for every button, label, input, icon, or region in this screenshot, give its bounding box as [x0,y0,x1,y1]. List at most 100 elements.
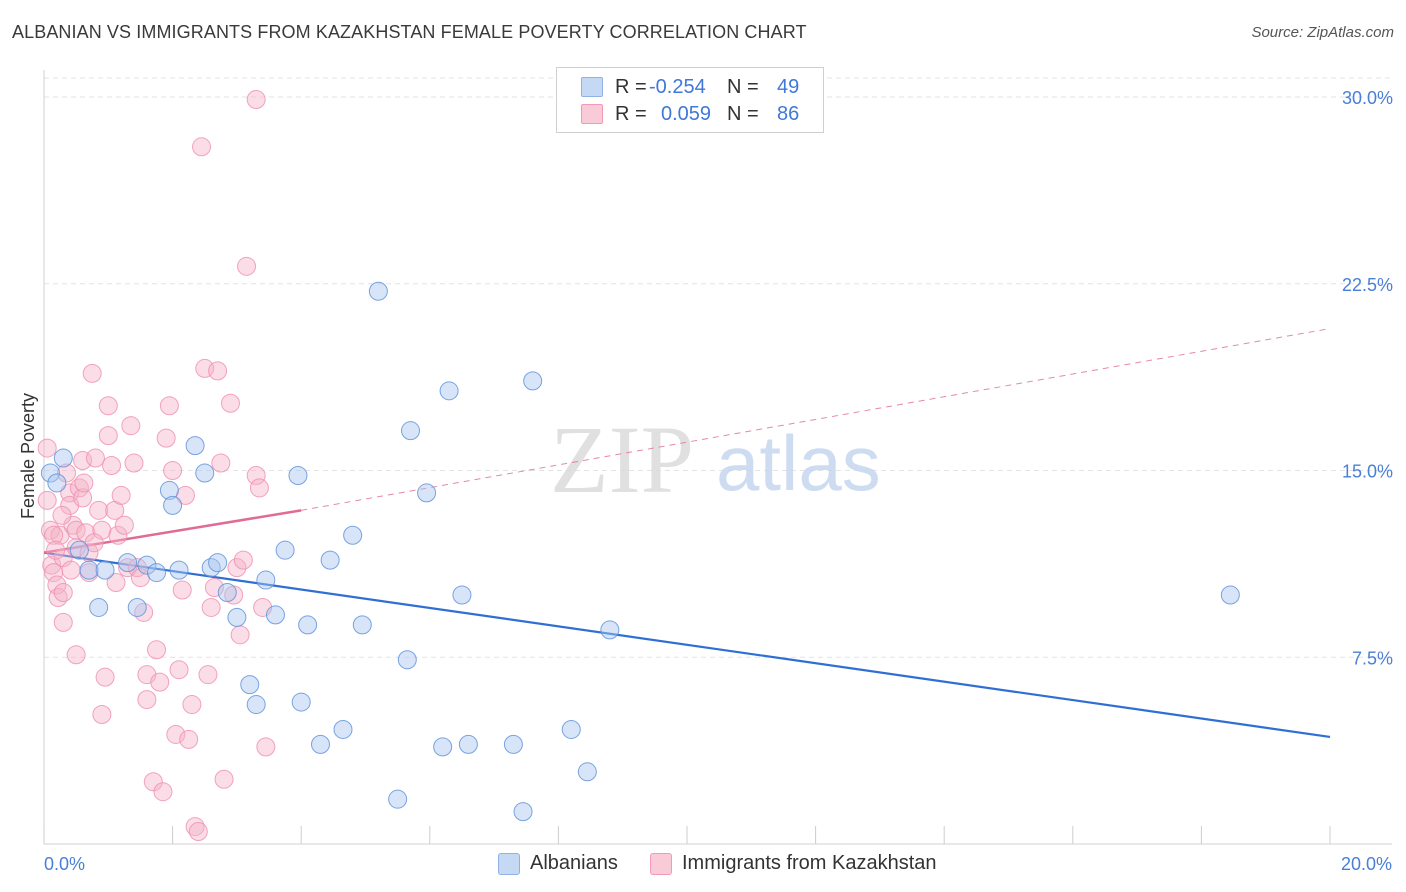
point-kazakhstan [182,695,202,715]
point-kazakhstan [114,515,134,535]
point-kazakhstan [46,540,66,560]
legend-swatch-albanians [581,77,603,97]
point-albanians [227,607,247,627]
point-albanians [95,560,115,580]
point-albanians [291,692,311,712]
legend-swatch-kazakhstan [581,104,603,124]
point-kazakhstan [37,438,57,458]
point-kazakhstan [169,660,189,680]
point-albanians [89,597,109,617]
point-kazakhstan [153,782,173,802]
legend-r-value: -0.254 [649,75,706,98]
point-albanians [513,802,533,822]
point-kazakhstan [179,729,199,749]
point-albanians [185,436,205,456]
point-kazakhstan [98,396,118,416]
chart-title: ALBANIAN VS IMMIGRANTS FROM KAZAKHSTAN F… [12,22,807,42]
point-albanians [288,465,308,485]
point-albanians [397,650,417,670]
point-albanians [217,583,237,603]
point-albanians [159,480,179,500]
series-swatch-albanians [498,852,520,875]
y-tick-label: 7.5% [1352,648,1393,668]
point-kazakhstan [230,625,250,645]
point-albanians [53,448,73,468]
point-kazakhstan [95,667,115,687]
point-kazakhstan [227,558,247,578]
point-albanians [1220,585,1240,605]
legend-r-label: R = [615,102,647,125]
legend-n-label: N = [727,102,759,125]
point-kazakhstan [92,705,112,725]
point-kazakhstan [256,737,276,757]
series-swatch-kazakhstan [650,852,672,875]
x-tick-label: 0.0% [44,854,85,874]
point-kazakhstan [204,578,224,598]
point-kazakhstan [172,580,192,600]
point-kazakhstan [214,769,234,789]
point-kazakhstan [137,690,157,710]
point-albanians [577,762,597,782]
point-kazakhstan [211,453,231,473]
watermark-zip: ZIP [550,406,694,513]
point-albanians [163,495,183,515]
legend-row-kazakhstan: R = 0.059 N = 86 [581,102,799,126]
legend-r-label: R = [615,75,647,98]
point-kazakhstan [74,473,94,493]
trend-line-dashed-1 [301,328,1331,511]
point-albanians [401,421,421,441]
legend-r-value: 0.059 [661,102,712,125]
point-kazakhstan [89,500,109,520]
point-albanians [201,558,221,578]
point-albanians [343,525,363,545]
series-label-kazakhstan: Immigrants from Kazakhstan [682,852,937,874]
point-kazakhstan [185,817,205,837]
point-kazakhstan [249,478,269,498]
point-albanians [523,371,543,391]
point-kazakhstan [37,490,57,510]
point-albanians [240,675,260,695]
point-kazakhstan [61,560,81,580]
point-kazakhstan [102,456,122,476]
point-kazakhstan [233,550,253,570]
point-kazakhstan [159,396,179,416]
data-points [37,89,1240,842]
point-albanians [439,381,459,401]
point-albanians [320,550,340,570]
point-kazakhstan [192,137,212,157]
point-albanians [40,463,60,483]
point-albanians [47,473,67,493]
point-kazakhstan [156,428,176,448]
watermark-atlas: atlas [716,419,881,507]
point-albanians [600,620,620,640]
point-kazakhstan [66,538,86,558]
point-kazakhstan [188,822,208,842]
point-albanians [417,483,437,503]
point-albanians [195,463,215,483]
point-albanians [275,540,295,560]
point-kazakhstan [121,416,141,436]
point-kazakhstan [150,672,170,692]
point-kazakhstan [53,612,73,632]
series-legend-albanians: Albanians [498,852,618,875]
legend-n-value: 49 [777,75,800,98]
point-albanians [147,563,167,583]
point-albanians [118,553,138,573]
point-kazakhstan [166,724,186,744]
point-kazakhstan [76,523,96,543]
trend-lines [43,328,1331,739]
point-kazakhstan [42,555,62,575]
x-tick-label: 20.0% [1341,854,1392,874]
point-albanians [127,597,147,617]
point-kazakhstan [220,393,240,413]
point-kazakhstan [53,583,73,603]
point-albanians [561,719,581,739]
grid [44,77,1392,658]
y-tick-label: 22.5% [1342,275,1393,295]
point-kazakhstan [134,602,154,622]
point-albanians [79,560,99,580]
series-label-albanians: Albanians [530,852,618,874]
point-kazakhstan [66,645,86,665]
point-albanians [452,585,472,605]
point-albanians [458,734,478,754]
